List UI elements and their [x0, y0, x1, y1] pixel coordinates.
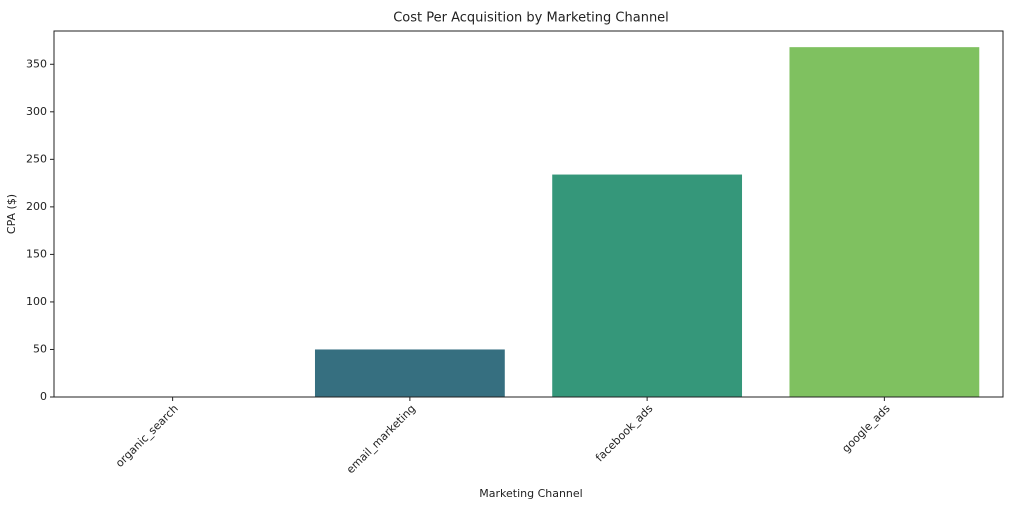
y-tick-label: 350 — [26, 57, 47, 70]
bar — [314, 349, 505, 397]
y-tick-label: 0 — [40, 390, 47, 403]
bar — [789, 47, 980, 397]
y-tick-label: 250 — [26, 152, 47, 165]
y-tick-label: 50 — [33, 342, 47, 355]
y-axis-label: CPA ($) — [5, 194, 18, 234]
x-tick-label: email_marketing — [344, 402, 418, 476]
bar — [552, 174, 743, 397]
x-tick-label: facebook_ads — [593, 402, 656, 465]
x-tick-label: google_ads — [839, 402, 892, 455]
y-tick-label: 100 — [26, 295, 47, 308]
y-tick-label: 300 — [26, 105, 47, 118]
x-axis-label: Marketing Channel — [479, 487, 582, 500]
chart-title: Cost Per Acquisition by Marketing Channe… — [393, 11, 669, 26]
y-tick-label: 150 — [26, 247, 47, 260]
x-tick-label: organic_search — [113, 402, 181, 470]
plot-frame — [53, 30, 1004, 398]
y-tick-label: 200 — [26, 200, 47, 213]
